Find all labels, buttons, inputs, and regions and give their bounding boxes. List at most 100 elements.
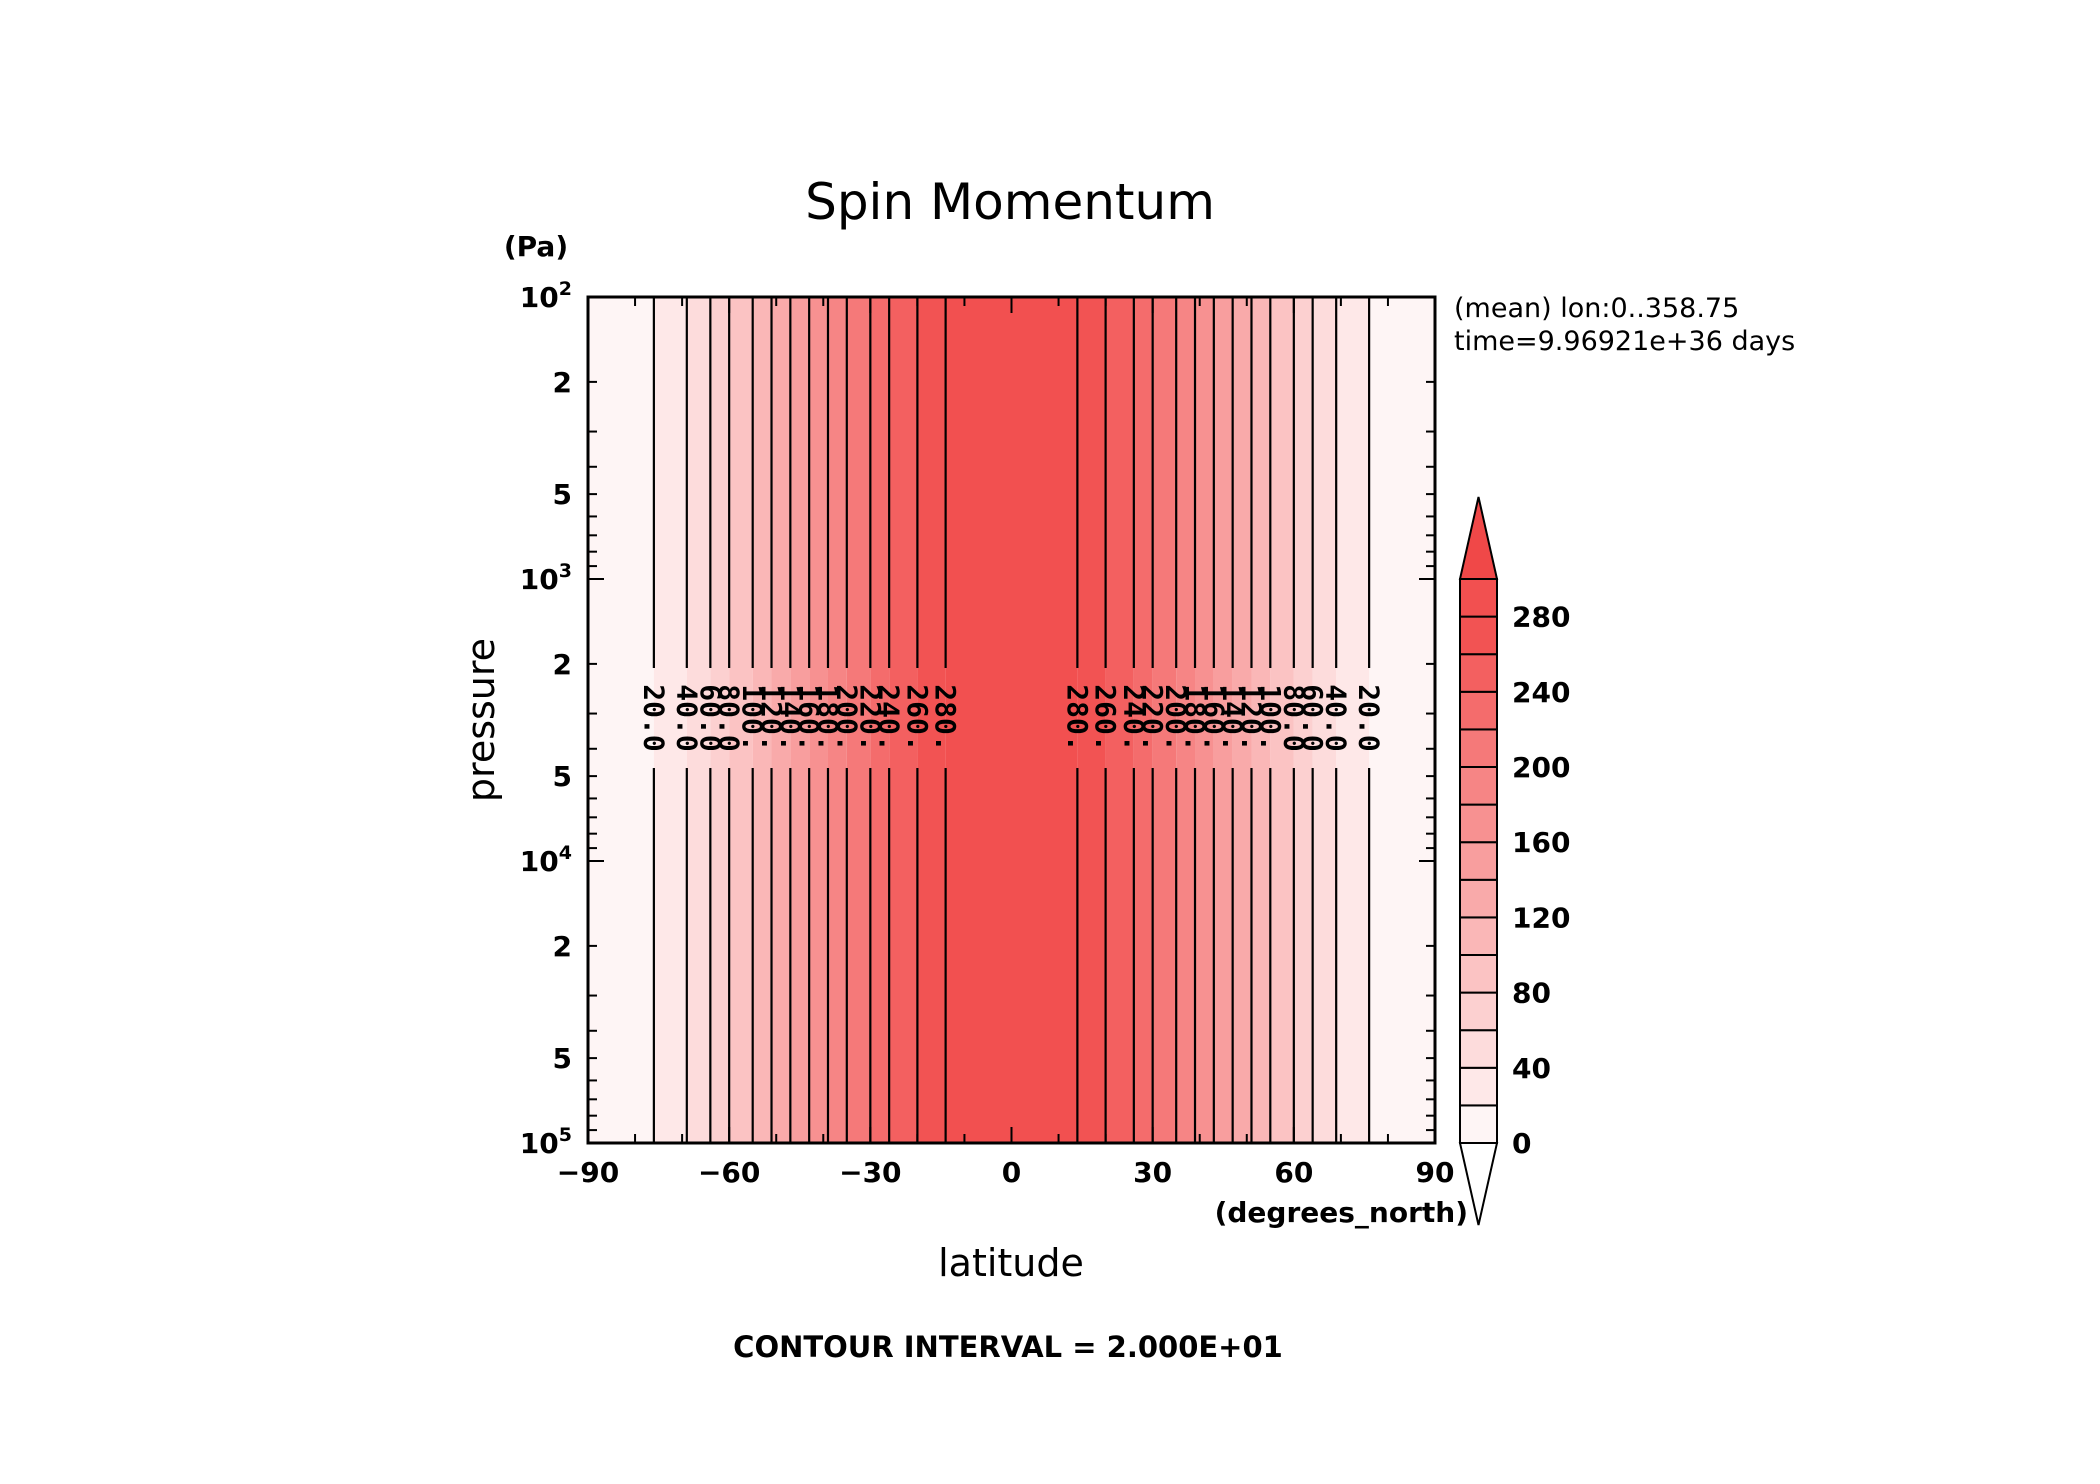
colorbar-segment (1459, 803, 1498, 844)
contour-band (809, 297, 828, 1143)
contour-label: 60.0 (1296, 684, 1329, 751)
contour-labels: 20.0 40.060.080.0100.120.140.160.180.200.… (637, 684, 1385, 751)
colorbar-segment (1459, 615, 1498, 656)
y-tick-label: 105 (520, 1124, 572, 1160)
colorbar-tick-label: 40 (1512, 1052, 1551, 1085)
contour-band (1369, 297, 1435, 1143)
contour-band (1152, 297, 1177, 1143)
contour-label: 200. (830, 684, 863, 751)
contour-band (889, 297, 918, 1143)
x-tick-label: −60 (698, 1156, 760, 1189)
x-tick-label: 30 (1133, 1156, 1172, 1189)
colorbar-segment (1459, 578, 1498, 618)
y-axis-units: (Pa) (504, 230, 568, 263)
contour-label: 220. (1136, 684, 1169, 751)
contour-label: 40.0 (670, 684, 703, 751)
colorbar-segment (1459, 954, 1498, 994)
contour-band (752, 297, 772, 1143)
colorbar-segment (1459, 991, 1498, 1032)
y-tick-label: 2 (553, 648, 572, 681)
annotation-time: time=9.96921e+36 days (1454, 326, 1795, 357)
contour-band (790, 297, 810, 1143)
colorbar: 0 40 80 120 160 200 240 280 (1458, 496, 1570, 1226)
contour-band (1251, 297, 1271, 1143)
contour-label: 220. (854, 684, 887, 751)
x-axis-label: latitude (938, 1241, 1084, 1285)
contour-label: 120. (1235, 684, 1268, 751)
contour-label: 120. (755, 684, 788, 751)
contour-band (1232, 297, 1252, 1143)
colorbar-segment (1459, 690, 1498, 731)
contour-label: 280. (929, 684, 962, 751)
contour-label: 20.0 (1353, 684, 1386, 751)
colorbar-tick-label: 120 (1512, 901, 1570, 934)
contour-label: 240. (873, 684, 906, 751)
filled-contour-bands (588, 297, 1435, 1143)
colorbar-under-arrow (1458, 1142, 1499, 1226)
colorbar-segment (1459, 841, 1498, 881)
contour-label: 20.0 (637, 684, 670, 751)
contour-band (588, 297, 654, 1143)
contour-label: 80.0 (1277, 684, 1310, 751)
contour-band (771, 297, 791, 1143)
contour-band (846, 297, 871, 1143)
contour-label: 160. (1197, 684, 1230, 751)
y-tick-label: 103 (520, 560, 572, 596)
contour-band (1336, 297, 1370, 1143)
y-tick-label: 104 (520, 842, 572, 878)
contour-band (827, 297, 847, 1143)
colorbar-segment (1459, 1029, 1498, 1069)
colorbar-segment (1459, 653, 1498, 693)
x-tick-label: 60 (1274, 1156, 1313, 1189)
y-tick-label: 2 (553, 930, 572, 963)
contour-lines (652, 297, 1371, 1143)
y-tick-label: 102 (520, 278, 572, 314)
colorbar-tick-label: 0 (1512, 1127, 1531, 1160)
contour-label: 60.0 (694, 684, 727, 751)
contour-label: 240. (1117, 684, 1150, 751)
colorbar-segment (1459, 728, 1498, 769)
colorbar-tick-label: 240 (1512, 676, 1570, 709)
y-tick-label: 2 (553, 366, 572, 399)
y-tick-label: 5 (553, 760, 572, 793)
x-axis-units: (degrees_north) (1215, 1196, 1468, 1229)
contour-band (945, 297, 1078, 1143)
contour-label: 180. (811, 684, 844, 751)
y-tick-label: 5 (553, 478, 572, 511)
colorbar-segment (1459, 1066, 1498, 1107)
contour-label: 180. (1179, 684, 1212, 751)
colorbar-over-arrow (1458, 496, 1499, 580)
contour-label: 260. (901, 684, 934, 751)
x-tick-label: 90 (1416, 1156, 1455, 1189)
contour-band (729, 297, 753, 1143)
contour-label: 100. (1254, 684, 1287, 751)
colorbar-tick-label: 80 (1512, 977, 1551, 1010)
contour-label: 100. (736, 684, 769, 751)
colorbar-segment (1459, 878, 1498, 919)
contour-label: 260. (1089, 684, 1122, 751)
contour-band (917, 297, 946, 1143)
colorbar-segment (1459, 766, 1498, 806)
contour-band (1133, 297, 1153, 1143)
x-tick-label: −30 (839, 1156, 901, 1189)
contour-interval-note: CONTOUR INTERVAL = 2.000E+01 (733, 1330, 1283, 1364)
x-tick-label: 0 (1002, 1156, 1021, 1189)
chart-title: Spin Momentum (805, 173, 1215, 231)
colorbar-tick-label: 280 (1512, 601, 1570, 634)
contour-band (653, 297, 687, 1143)
contour-band (1293, 297, 1313, 1143)
contour-label: 280. (1061, 684, 1094, 751)
contour-label: 140. (774, 684, 807, 751)
y-axis-label: pressure (459, 638, 503, 802)
contour-band (1270, 297, 1294, 1143)
annotation-mean: (mean) lon:0..358.75 (1454, 293, 1739, 324)
contour-band (710, 297, 730, 1143)
contour-band (870, 297, 890, 1143)
contour-label: 140. (1216, 684, 1249, 751)
contour-band (1195, 297, 1214, 1143)
colorbar-tick-label: 200 (1512, 751, 1570, 784)
contour-band (1077, 297, 1106, 1143)
x-tick-label: −90 (557, 1156, 619, 1189)
contour-band (1312, 297, 1337, 1143)
